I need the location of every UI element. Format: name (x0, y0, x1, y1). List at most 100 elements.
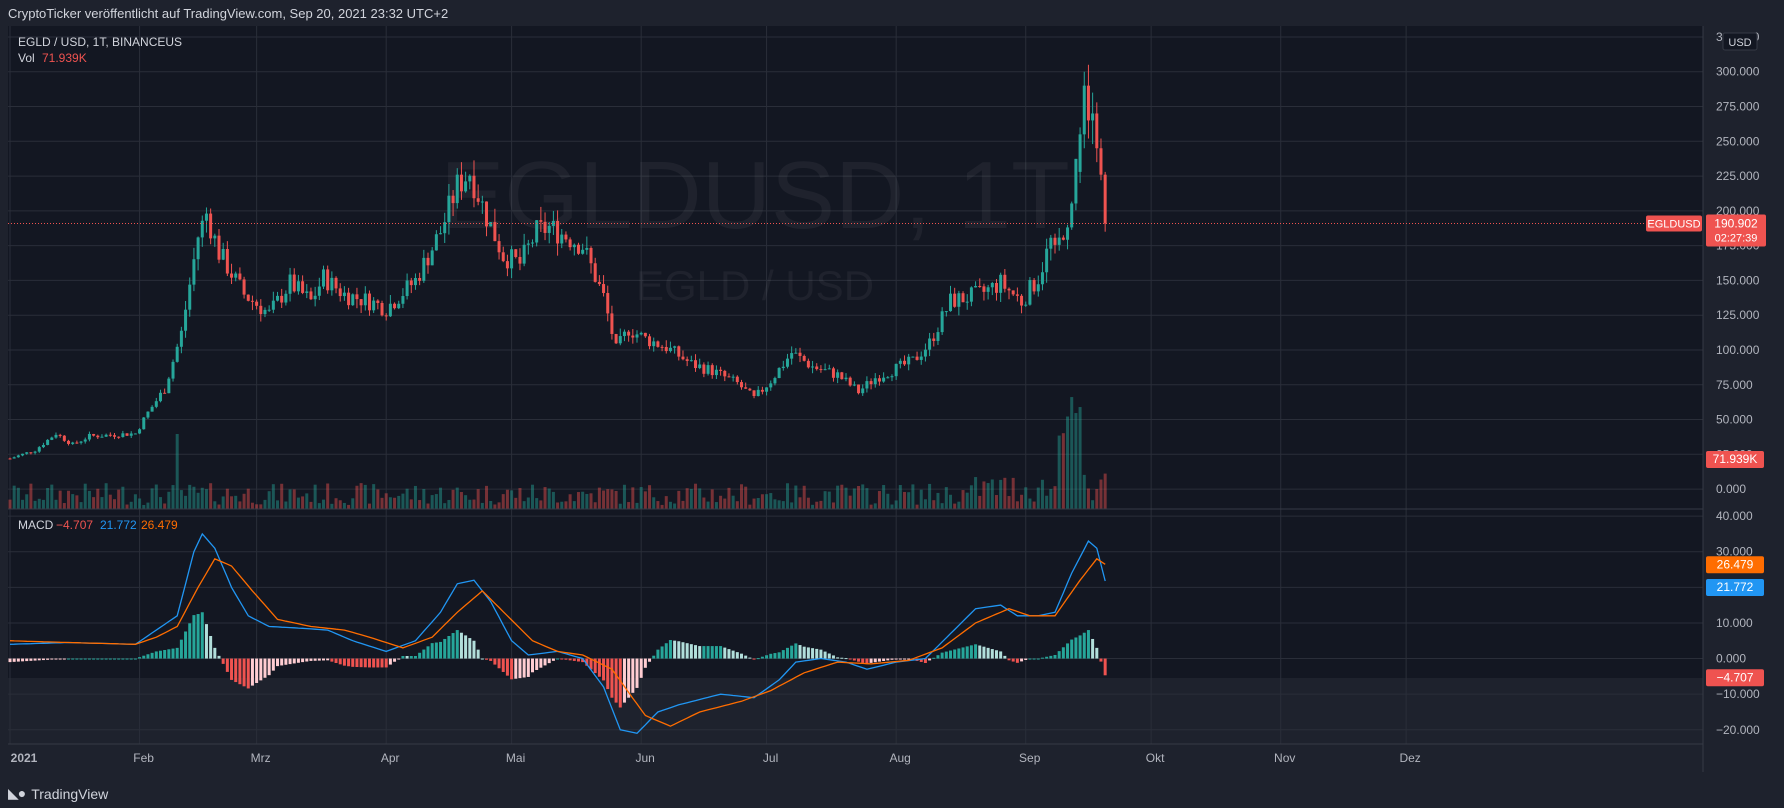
volume-bar (1024, 487, 1028, 509)
candle-body (861, 388, 865, 394)
candle-body (974, 285, 978, 288)
candle-body (760, 389, 764, 392)
currency-box (1722, 32, 1758, 51)
volume-bar (627, 502, 631, 509)
candlestick-series (8, 64, 1107, 460)
macd-hist-bar (150, 652, 154, 659)
macd-hist-bar (802, 646, 806, 659)
macd-hist-bar (125, 658, 129, 660)
volume-bar (1028, 498, 1032, 509)
macd-hist-bar (163, 650, 167, 659)
candle-body (564, 234, 568, 240)
volume-bar (990, 479, 994, 509)
macd-axis: 40.00030.00020.00010.0000.000−10.000−20.… (1716, 509, 1760, 737)
volume-bar (363, 484, 367, 509)
candle-body (217, 235, 221, 260)
candle-body (551, 220, 555, 226)
watermark-symbol: EGLDUSD, 1T (440, 142, 1069, 249)
macd-hist-bar (1036, 658, 1040, 660)
candle-body (434, 234, 438, 251)
macd-hist-bar (551, 658, 555, 661)
last-price-box (1706, 214, 1766, 247)
macd-hist-bar (21, 658, 25, 662)
volume-bar (744, 486, 748, 509)
macd-hist-bar (351, 658, 355, 667)
candle-body (62, 435, 66, 441)
volume-bar (430, 495, 434, 509)
macd-hist-bar (877, 658, 881, 662)
candle-body (1011, 290, 1015, 295)
volume-bar (505, 489, 509, 509)
volume-bar (380, 497, 384, 509)
candle-body (819, 369, 823, 371)
candle-body (263, 309, 267, 315)
macd-hist-bar (969, 645, 973, 659)
macd-hist-bar (631, 658, 635, 693)
signal-badge-box (1706, 556, 1764, 574)
volume-bar (639, 487, 643, 509)
macd-hist-bar (731, 650, 735, 659)
macd-hist-bar (643, 658, 647, 668)
volume-bar (857, 485, 861, 509)
volume-bar (163, 503, 167, 509)
candle-body (1061, 237, 1065, 240)
candle-body (422, 257, 426, 281)
candle-body (1028, 280, 1032, 305)
volume-bar (142, 504, 146, 509)
volume-bar (246, 488, 250, 509)
macd-hist-bar (1024, 658, 1028, 660)
volume-bar (276, 500, 280, 509)
candle-body (836, 372, 840, 378)
macd-hist-bar (434, 642, 438, 659)
candle-body (230, 273, 234, 278)
candle-body (827, 368, 831, 370)
macd-hist-bar (146, 654, 150, 659)
volume-bar (464, 495, 468, 509)
volume-bar (827, 491, 831, 509)
candle-body (606, 293, 610, 314)
volume-bar (765, 494, 769, 509)
candle-body (1045, 248, 1049, 273)
candle-body (397, 303, 401, 309)
volume-bar (405, 488, 409, 509)
volume-bar (54, 499, 58, 509)
price-tick-label: 100.000 (1716, 343, 1760, 357)
volume-bar (204, 489, 208, 509)
macd-hist-bar (806, 647, 810, 659)
time-tick-label: Aug (889, 751, 910, 765)
macd-hist-bar (497, 658, 501, 669)
price-tick-label: 0.000 (1716, 482, 1746, 496)
volume-bar (221, 496, 225, 509)
volume-bar (915, 504, 919, 509)
macd-hist-bar (171, 648, 175, 659)
candle-body (915, 356, 919, 360)
candle-body (121, 433, 125, 438)
macd-hist-bar (1011, 658, 1015, 662)
volume-bar (1061, 433, 1065, 509)
macd-hist-bar (999, 651, 1003, 659)
macd-hist-bar (1003, 655, 1007, 659)
volume-bar (397, 495, 401, 509)
volume-bar (347, 504, 351, 509)
macd-hist-bar (426, 646, 430, 659)
legend-macd-hist-value: −4.707 (56, 518, 93, 532)
volume-bar (568, 494, 572, 509)
volume-bar (401, 493, 405, 509)
volume-bar (928, 483, 932, 509)
volume-bar (556, 502, 560, 509)
volume-bar (37, 498, 41, 509)
macd-hist-bar (719, 646, 723, 659)
candle-body (284, 293, 288, 303)
candle-body (280, 295, 284, 303)
candle-body (209, 213, 213, 239)
macd-hist-bar (760, 656, 764, 659)
macd-hist-bar (330, 658, 334, 662)
macd-hist-bar (706, 646, 710, 659)
candle-body (246, 294, 250, 301)
macd-hist-bar (37, 658, 41, 661)
hist-badge: −4.707 (1716, 670, 1753, 684)
candle-body (455, 174, 459, 204)
volume-bar (426, 503, 430, 509)
volume-bar (296, 497, 300, 509)
